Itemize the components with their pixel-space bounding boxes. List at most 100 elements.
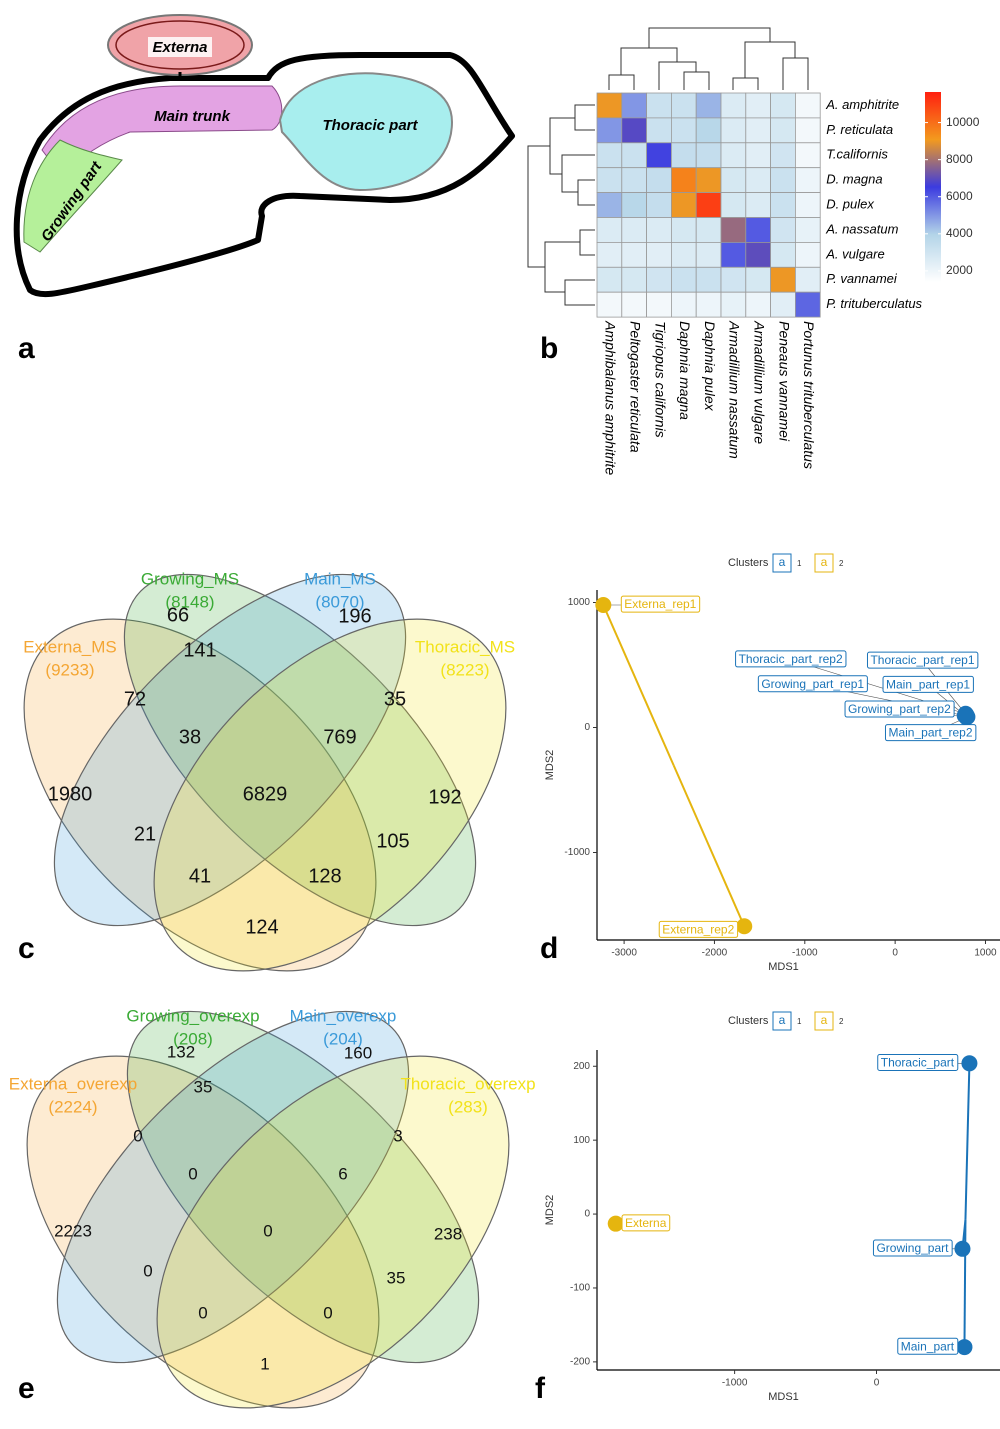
column-label: Peltogaster reticulata bbox=[627, 321, 643, 453]
heat-cell bbox=[646, 291, 672, 318]
x-tick-label: 0 bbox=[892, 948, 898, 959]
region-count: 0 bbox=[198, 1303, 207, 1322]
point-label: Main_part_rep1 bbox=[882, 675, 974, 693]
label-text: Growing_part_rep1 bbox=[761, 677, 864, 691]
region-count: 0 bbox=[323, 1303, 332, 1322]
heat-cell bbox=[596, 142, 623, 169]
heat-cell bbox=[695, 217, 722, 243]
venn-set bbox=[126, 1010, 480, 1364]
venn-set bbox=[26, 1055, 380, 1409]
heat-cell bbox=[695, 291, 722, 318]
point-label: Thoracic_part_rep2 bbox=[735, 650, 847, 668]
point-label: Thoracic_part_rep1 bbox=[866, 651, 979, 669]
set-count: (9233) bbox=[45, 660, 94, 679]
y-tick-label: 100 bbox=[573, 1135, 590, 1146]
heat-cell bbox=[621, 291, 647, 318]
legend-key bbox=[772, 1011, 792, 1031]
heat-cell bbox=[795, 117, 821, 144]
panel-label: b bbox=[540, 332, 558, 365]
heat-cell bbox=[795, 266, 821, 293]
heat-cell bbox=[621, 92, 647, 119]
heat-cell bbox=[646, 217, 672, 243]
region-count: 72 bbox=[124, 688, 146, 710]
heat-cell bbox=[795, 167, 821, 193]
heat-cell bbox=[671, 192, 697, 218]
heat-cell bbox=[795, 192, 821, 218]
heat-cell bbox=[720, 167, 747, 193]
colorbar-tick-label: 8000 bbox=[946, 152, 973, 166]
point-label: Externa_rep2 bbox=[658, 920, 739, 938]
label-text: Growing_part bbox=[876, 1241, 949, 1255]
region-count: 38 bbox=[179, 726, 201, 748]
label-text: Thoracic_part bbox=[881, 1055, 955, 1069]
region-count: 0 bbox=[143, 1261, 152, 1280]
heat-cell bbox=[745, 192, 771, 218]
heat-cell bbox=[770, 266, 796, 293]
heat-cell bbox=[745, 241, 771, 268]
column-label: Tigriopus californis bbox=[652, 321, 668, 438]
legend-key-glyph: a bbox=[779, 555, 786, 569]
y-tick-label: -200 bbox=[570, 1357, 590, 1368]
thoracic-part bbox=[278, 72, 454, 192]
heat-cell bbox=[795, 217, 821, 243]
label-text: Main_part bbox=[901, 1339, 955, 1353]
region-count: 35 bbox=[387, 1268, 406, 1287]
heat-cell bbox=[646, 167, 672, 193]
colorbar-tick-label: 6000 bbox=[946, 189, 973, 203]
heat-cell bbox=[596, 192, 623, 218]
region-count: 0 bbox=[133, 1126, 142, 1145]
label-box bbox=[844, 700, 955, 718]
point-label: Externa bbox=[621, 1214, 671, 1232]
set-count: (283) bbox=[448, 1097, 488, 1116]
legend-key bbox=[814, 553, 834, 573]
heat-cell bbox=[745, 117, 771, 144]
legend-key bbox=[772, 553, 792, 573]
heat-cell bbox=[720, 241, 747, 268]
heat-cell bbox=[795, 241, 821, 268]
heat-cell bbox=[745, 92, 771, 119]
colorbar-tick-label: 4000 bbox=[946, 226, 973, 240]
heat-cell bbox=[745, 217, 771, 243]
dendrogram bbox=[527, 27, 809, 306]
legend-key bbox=[814, 1011, 834, 1031]
legend-key-glyph: a bbox=[821, 555, 828, 569]
y-tick-label: 1000 bbox=[568, 597, 591, 608]
column-label: Amphibalanus amphitrite bbox=[603, 320, 619, 475]
label-box bbox=[882, 675, 974, 693]
panel-label: e bbox=[18, 1372, 35, 1405]
label-box bbox=[620, 595, 701, 613]
heat-cell bbox=[795, 92, 821, 119]
colorbar-tick-label: 10000 bbox=[946, 115, 980, 129]
legend-key-glyph: a bbox=[779, 1013, 786, 1027]
heat-cell bbox=[695, 92, 722, 119]
venn-set bbox=[56, 1010, 410, 1364]
legend-title: Clusters bbox=[728, 557, 769, 569]
region-count: 141 bbox=[183, 639, 216, 661]
heat-cell bbox=[596, 167, 623, 193]
region-count: 160 bbox=[344, 1043, 372, 1062]
region-count: 66 bbox=[167, 604, 189, 626]
y-tick-label: 0 bbox=[584, 722, 590, 733]
row-label: A. vulgare bbox=[825, 246, 885, 261]
label-box bbox=[658, 920, 739, 938]
heat-cell bbox=[671, 92, 697, 119]
heat-cell bbox=[720, 291, 747, 318]
region-count: 769 bbox=[323, 726, 356, 748]
label-box bbox=[897, 1337, 959, 1355]
set-count: (8223) bbox=[440, 660, 489, 679]
heat-cell bbox=[720, 142, 747, 169]
point-label: Growing_part_rep1 bbox=[757, 675, 868, 693]
column-label: Daphnia magna bbox=[677, 321, 693, 420]
label-text: Main_part_rep2 bbox=[888, 726, 972, 740]
heat-cell bbox=[671, 142, 697, 169]
region-count: 21 bbox=[134, 823, 156, 845]
column-label: Portunus trituberculatus bbox=[801, 321, 817, 469]
set-name: Thoracic_overexp bbox=[400, 1074, 535, 1093]
heat-cell bbox=[596, 291, 623, 318]
heat-cell bbox=[646, 266, 672, 293]
point bbox=[595, 597, 612, 613]
set-name: Externa_overexp bbox=[9, 1074, 138, 1093]
set-count: (2224) bbox=[48, 1097, 97, 1116]
y-tick-label: -1000 bbox=[564, 847, 590, 858]
